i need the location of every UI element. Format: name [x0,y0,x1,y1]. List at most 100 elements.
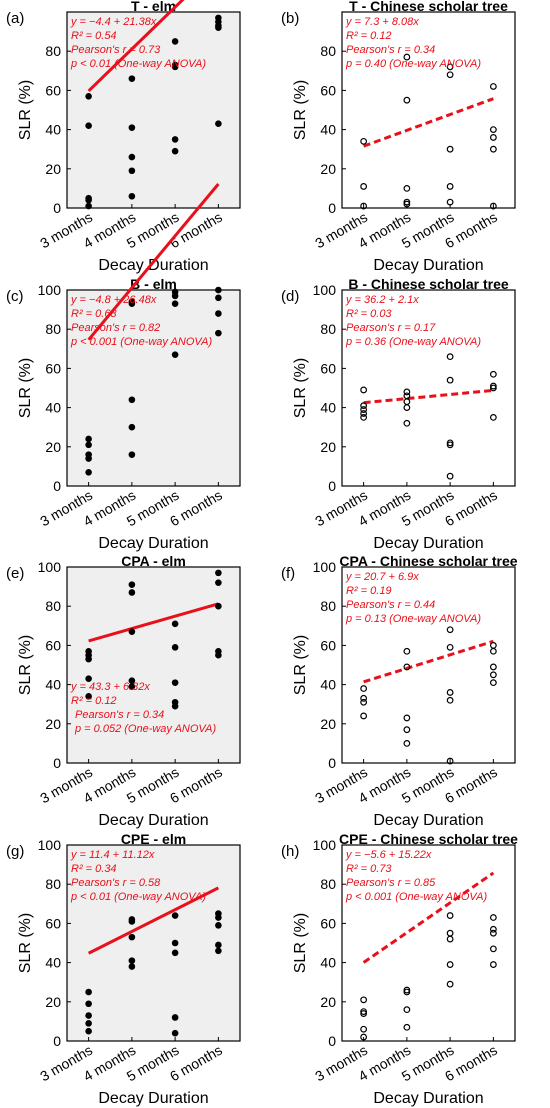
data-point [403,388,411,396]
data-point [446,63,454,71]
y-tick-label: 100 [313,559,337,575]
y-tick-label: 0 [53,1033,61,1049]
y-tick-label: 80 [320,598,336,614]
y-tick-label: 20 [320,994,336,1010]
data-point [85,1012,92,1019]
annotation-line: p = 0.36 (One-way ANOVA) [345,336,481,348]
data-point [489,925,497,933]
data-point [403,200,411,208]
annotation-line: y = 7.3 + 8.08x [345,16,419,28]
annotation-line: p < 0.01 (One-way ANOVA) [70,891,206,903]
panel-label: (c) [6,288,24,305]
data-point [128,167,136,175]
data-point [489,83,497,90]
data-point [489,929,497,937]
data-point [360,410,368,417]
y-tick-label: 0 [328,478,336,494]
panel-title: CPA - elm [121,553,186,569]
y-tick-label: 40 [45,400,61,416]
data-point [215,569,222,577]
data-point [446,626,454,634]
data-point [171,136,179,143]
plot-frame [341,11,516,209]
y-tick-label: 60 [45,637,61,653]
data-point [403,663,411,671]
x-axis-label: Decay Duration [98,535,208,552]
fit-line [87,886,220,955]
data-point [403,184,411,192]
data-point [171,949,179,957]
data-point [171,300,179,308]
panel-label: (h) [281,843,299,860]
y-axis-label: SLR (%) [17,80,34,140]
y-tick-label: 60 [45,360,61,376]
data-point [489,145,497,153]
y-tick-label: 40 [45,677,61,693]
y-tick-label: 40 [45,955,61,971]
annotation-line: Pearson's r = 0.17 [346,322,436,334]
data-point [128,423,136,431]
plot-frame [66,844,241,1042]
data-point [215,914,222,921]
data-point [403,419,411,427]
fit-line [87,0,185,92]
data-point [128,124,136,131]
data-point [85,988,92,996]
data-point [446,145,454,153]
x-axis-label: Decay Duration [98,1090,208,1107]
data-point [446,376,454,384]
annotation-line: p = 0.13 (One-way ANOVA) [345,613,481,625]
data-point [128,628,136,635]
data-point [489,671,497,679]
data-point [403,1006,411,1014]
data-point [360,1008,368,1015]
data-point [85,468,92,476]
annotation-line: p = 0.40 (One-way ANOVA) [345,58,481,70]
data-point [128,75,136,82]
data-point [446,441,454,449]
panel-label: (e) [6,565,24,582]
y-tick-label: 100 [313,837,337,853]
annotation-line: p < 0.001 (One-way ANOVA) [70,336,212,348]
y-tick-label: 100 [38,282,62,298]
data-point [360,386,368,394]
y-tick-label: 80 [320,321,336,337]
y-tick-label: 80 [45,876,61,892]
data-point [489,679,497,687]
plot-frame [66,566,241,764]
data-point [215,329,222,337]
data-point [85,441,92,449]
annotation-line: y = 20.7 + 6.9x [345,571,419,583]
data-point [360,698,368,706]
x-axis-label: Decay Duration [98,812,208,829]
data-point [215,922,222,929]
y-tick-label: 0 [53,755,61,771]
data-point [489,384,497,392]
data-point [403,647,411,655]
data-point [489,382,497,390]
data-point [215,651,222,659]
y-tick-label: 40 [320,400,336,416]
data-point [128,300,136,308]
data-point [171,38,179,45]
data-point [360,202,368,210]
annotation-line: p = 0.052 (One-way ANOVA) [74,723,216,735]
data-point [489,202,497,210]
data-point [360,685,368,692]
data-point [128,192,136,200]
data-point [489,945,497,953]
y-tick-label: 20 [320,716,336,732]
annotation-line: y = 11.4 + 11.12x [70,849,155,861]
data-point [446,757,454,765]
data-point [403,714,411,722]
y-tick-label: 60 [320,82,336,98]
data-point [403,198,411,206]
data-point [171,679,179,686]
panel-label: (f) [281,565,295,582]
data-point [128,677,136,684]
data-point [128,933,136,941]
data-point [171,644,179,651]
data-point [215,310,222,317]
